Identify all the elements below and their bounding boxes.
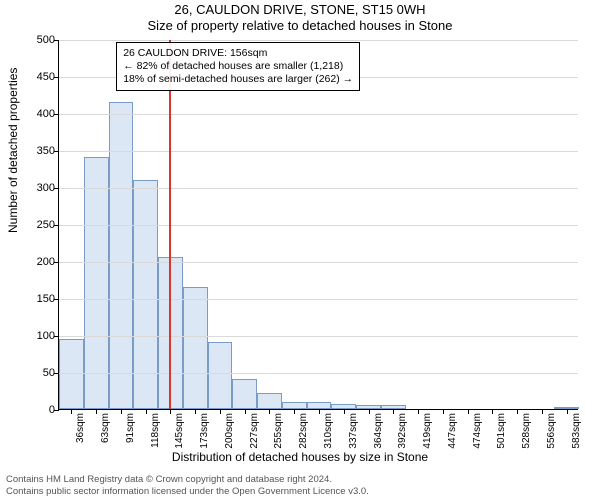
xtick-mark xyxy=(146,409,147,414)
xtick-mark xyxy=(220,409,221,414)
ytick-label: 0 xyxy=(49,404,55,416)
xtick-label: 91sqm xyxy=(125,413,136,443)
xtick-label: 556sqm xyxy=(546,413,557,449)
marker-line xyxy=(169,40,171,409)
ytick-label: 50 xyxy=(43,367,55,379)
xtick-label: 63sqm xyxy=(100,413,111,443)
histogram-bar xyxy=(133,180,158,409)
chart-title-sub: Size of property relative to detached ho… xyxy=(0,18,600,33)
histogram-bar xyxy=(257,393,282,409)
xtick-label: 200sqm xyxy=(224,413,235,449)
histogram-bar xyxy=(183,287,208,409)
xtick-mark xyxy=(96,409,97,414)
gridline xyxy=(59,262,578,263)
xtick-mark xyxy=(567,409,568,414)
xtick-label: 173sqm xyxy=(199,413,210,449)
xtick-label: 447sqm xyxy=(447,413,458,449)
xtick-mark xyxy=(71,409,72,414)
histogram-bar xyxy=(232,379,257,409)
xtick-label: 419sqm xyxy=(422,413,433,449)
xtick-mark xyxy=(245,409,246,414)
xtick-label: 583sqm xyxy=(571,413,582,449)
chart-container: 26, CAULDON DRIVE, STONE, ST15 0WH Size … xyxy=(0,0,600,500)
xtick-mark xyxy=(468,409,469,414)
xtick-mark xyxy=(170,409,171,414)
ytick-label: 350 xyxy=(37,145,55,157)
ytick-label: 300 xyxy=(37,182,55,194)
footer-line1: Contains HM Land Registry data © Crown c… xyxy=(6,474,594,486)
ytick-label: 400 xyxy=(37,108,55,120)
ytick-label: 450 xyxy=(37,71,55,83)
xtick-label: 255sqm xyxy=(273,413,284,449)
ytick-label: 500 xyxy=(37,34,55,46)
footer-attribution: Contains HM Land Registry data © Crown c… xyxy=(6,474,594,498)
xtick-label: 145sqm xyxy=(174,413,185,449)
xtick-mark xyxy=(369,409,370,414)
xtick-label: 337sqm xyxy=(348,413,359,449)
gridline xyxy=(59,336,578,337)
gridline xyxy=(59,114,578,115)
ytick-label: 200 xyxy=(37,256,55,268)
gridline xyxy=(59,299,578,300)
y-axis-label: Number of detached properties xyxy=(6,68,20,233)
ytick-label: 150 xyxy=(37,293,55,305)
gridline xyxy=(59,151,578,152)
xtick-label: 118sqm xyxy=(150,413,161,448)
xtick-mark xyxy=(294,409,295,414)
info-box-line: ← 82% of detached houses are smaller (1,… xyxy=(123,60,353,73)
ytick-label: 250 xyxy=(37,219,55,231)
gridline xyxy=(59,373,578,374)
ytick-label: 100 xyxy=(37,330,55,342)
xtick-label: 364sqm xyxy=(373,413,384,449)
gridline xyxy=(59,40,578,41)
xtick-label: 474sqm xyxy=(472,413,483,449)
xtick-mark xyxy=(443,409,444,414)
xtick-label: 36sqm xyxy=(75,413,86,443)
chart-title-address: 26, CAULDON DRIVE, STONE, ST15 0WH xyxy=(0,2,600,17)
xtick-mark xyxy=(542,409,543,414)
xtick-mark xyxy=(418,409,419,414)
info-box-line: 18% of semi-detached houses are larger (… xyxy=(123,73,353,86)
x-axis-label: Distribution of detached houses by size … xyxy=(0,450,600,464)
histogram-bar xyxy=(84,157,109,409)
histogram-bar xyxy=(208,342,233,409)
xtick-label: 392sqm xyxy=(397,413,408,449)
info-box: 26 CAULDON DRIVE: 156sqm← 82% of detache… xyxy=(116,42,360,91)
xtick-mark xyxy=(517,409,518,414)
xtick-mark xyxy=(492,409,493,414)
xtick-mark xyxy=(121,409,122,414)
histogram-bar xyxy=(109,102,134,409)
gridline xyxy=(59,225,578,226)
info-box-line: 26 CAULDON DRIVE: 156sqm xyxy=(123,47,353,60)
xtick-label: 227sqm xyxy=(249,413,260,449)
xtick-label: 528sqm xyxy=(521,413,532,449)
xtick-label: 501sqm xyxy=(496,413,507,449)
gridline xyxy=(59,188,578,189)
histogram-bar xyxy=(307,402,332,409)
xtick-mark xyxy=(195,409,196,414)
footer-line2: Contains public sector information licen… xyxy=(6,486,594,498)
xtick-label: 310sqm xyxy=(323,413,334,449)
xtick-mark xyxy=(319,409,320,414)
histogram-bar xyxy=(282,402,307,409)
xtick-mark xyxy=(269,409,270,414)
plot-area: 05010015020025030035040045050036sqm63sqm… xyxy=(58,40,578,410)
xtick-mark xyxy=(344,409,345,414)
xtick-mark xyxy=(393,409,394,414)
xtick-label: 282sqm xyxy=(298,413,309,449)
